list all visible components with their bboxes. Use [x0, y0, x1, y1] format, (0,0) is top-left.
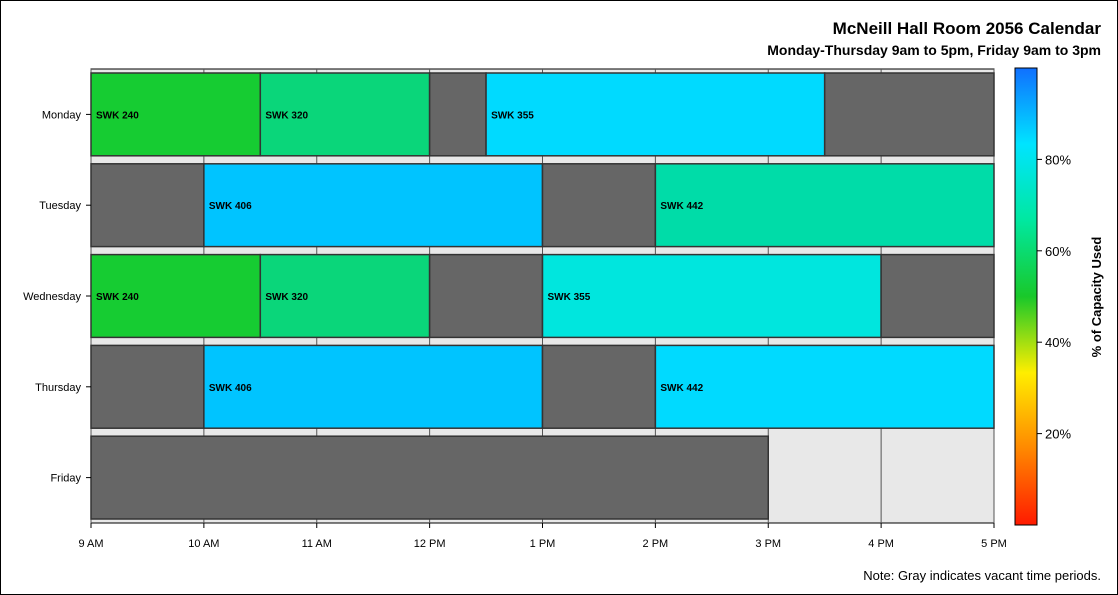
block-label: SWK 355: [491, 110, 534, 121]
y-tick-label: Wednesday: [23, 291, 81, 303]
schedule-block: [485, 72, 826, 157]
chart-subtitle: Monday-Thursday 9am to 5pm, Friday 9am t…: [767, 42, 1101, 58]
y-tick-label: Thursday: [35, 382, 81, 394]
x-tick-label: 10 AM: [188, 538, 219, 550]
y-tick-label: Monday: [42, 109, 82, 121]
schedule-block: [823, 72, 995, 157]
colorbar-title: % of Capacity Used: [1089, 237, 1104, 358]
colorbar-gradient: [1014, 67, 1038, 526]
x-tick-label: 1 PM: [530, 538, 556, 550]
chart-title: McNeill Hall Room 2056 Calendar: [833, 19, 1102, 38]
x-tick-label: 9 AM: [78, 538, 103, 550]
schedule-block: [90, 72, 262, 157]
schedule-block: [203, 344, 544, 429]
x-tick-label: 11 AM: [302, 538, 332, 550]
block-label: SWK 442: [660, 201, 703, 212]
block-label: SWK 406: [209, 383, 252, 394]
schedule-block: [203, 163, 544, 248]
block-label: SWK 240: [96, 292, 139, 303]
block-label: SWK 320: [265, 292, 308, 303]
schedule-block: [541, 344, 657, 429]
schedule-block: [541, 163, 657, 248]
colorbar-tick-label: 60%: [1045, 244, 1071, 259]
x-tick-label: 3 PM: [755, 538, 781, 550]
x-tick-label: 5 PM: [981, 538, 1007, 550]
block-label: SWK 442: [660, 383, 703, 394]
colorbar-tick-label: 20%: [1045, 427, 1071, 442]
schedule-block: [654, 163, 995, 248]
schedule-block: [541, 253, 882, 339]
schedule-block: [90, 163, 205, 248]
block-label: SWK 406: [209, 201, 252, 212]
plot-area: SWK 240 SWK 320 SWK 355 Monday SWK 406 SWK 44…: [23, 68, 1007, 550]
colorbar-tick-label: 40%: [1045, 335, 1071, 350]
x-tick-label: 4 PM: [868, 538, 894, 550]
block-label: SWK 355: [548, 292, 591, 303]
schedule-block: [259, 72, 431, 157]
x-tick-label: 12 PM: [414, 538, 446, 550]
schedule-block: [90, 344, 205, 429]
chart-note: Note: Gray indicates vacant time periods…: [863, 568, 1101, 583]
schedule-block: [880, 253, 995, 339]
schedule-block: [90, 253, 262, 339]
y-tick-label: Friday: [50, 473, 81, 485]
schedule-block: [259, 253, 431, 339]
y-tick-label: Tuesday: [39, 200, 81, 212]
block-label: SWK 320: [265, 110, 308, 121]
schedule-block: [428, 253, 544, 339]
colorbar: 20% 40% 60% 80% % of Capacity Used: [1014, 67, 1104, 526]
schedule-block: [428, 72, 487, 157]
colorbar-tick-label: 80%: [1045, 152, 1071, 167]
schedule-block: [90, 435, 769, 520]
schedule-block: [654, 344, 995, 429]
block-label: SWK 240: [96, 110, 139, 121]
x-tick-label: 2 PM: [643, 538, 669, 550]
